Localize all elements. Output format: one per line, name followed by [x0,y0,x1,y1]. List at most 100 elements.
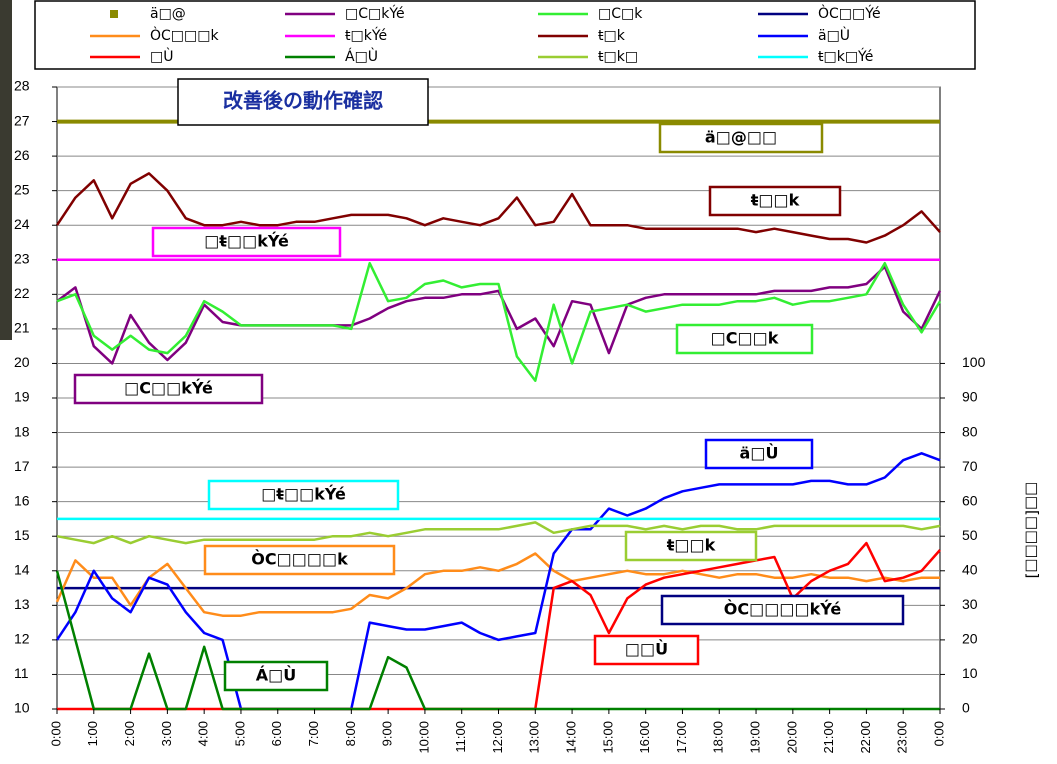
x-tick-label: 2:00 [122,721,137,746]
annotation-text: ŧ□□k [667,536,716,555]
y-tick-label: 20 [14,354,30,370]
y2-tick-label: 70 [962,458,978,474]
x-tick-label: 1:00 [85,721,100,746]
series-line [55,452,941,711]
y-tick-label: 11 [14,665,29,681]
y-tick-label: 26 [14,147,30,163]
y2-tick-label: 0 [962,700,970,716]
legend-label: ÒC□□□k [150,26,219,44]
legend-label: □Ù [150,47,173,65]
y2-tick-label: 30 [962,596,978,612]
x-tick-label: 15:00 [600,721,615,754]
legend-label: ÒC□□Ýé [818,4,881,22]
y-tick-label: 22 [14,285,30,301]
y-tick-label: 24 [14,216,30,232]
axes: 10 11 12 13 14 15 16 17 18 19 20 21 22 23 24 25 26 27 28 0 1… [14,78,986,754]
annotation-box [708,185,842,217]
annotations: ä□@□□ ŧ□□k □ŧ□□kÝé □C□□k □C□□kÝé ä□Ù □ŧ□□kÝé ŧ□… [73,122,905,692]
annotation-text: □□Ù [625,640,668,659]
x-tick-label: 19:00 [747,721,762,754]
x-tick-label: 14:00 [564,721,579,754]
annotation-text: □C□□k [711,329,779,348]
y2-tick-label: 10 [962,665,978,681]
annotation-text: ä□@□□ [705,128,777,147]
y-tick-label: 17 [14,458,30,474]
y2-tick-label: 40 [962,561,978,577]
x-tick-label: 10:00 [416,721,431,754]
series-line [56,521,941,545]
annotation-text: ŧ□□k [751,191,800,210]
series-line [56,265,942,365]
y-tick-label: 27 [14,112,30,128]
legend-label: ŧ□kÝé [345,27,387,44]
annotation-box [223,660,329,692]
annotation-box [624,530,758,562]
annotation-text: Á□Ù [256,666,297,685]
x-tick-label: 8:00 [343,721,358,746]
x-tick-label: 16:00 [637,721,652,754]
x-tick-label: 3:00 [159,721,174,746]
legend-label: ŧ□k [598,28,626,44]
annotation-box [660,594,905,626]
legend-label: □C□kÝé [345,5,405,22]
y2-tick-label: 80 [962,423,978,439]
annotation-box [675,323,814,355]
x-tick-label: 6:00 [269,721,284,746]
legend-marker [110,10,118,18]
annotation-box [73,373,264,405]
annotation-box [207,479,400,511]
x-tick-label: 11:00 [453,721,468,753]
y2-tick-label: 20 [962,631,978,647]
y-tick-label: 21 [14,320,30,336]
annotation-text: ÒC□□□□k [251,550,348,569]
legend-label: ä□@ [150,6,186,22]
title-box [177,78,429,126]
series-line [55,172,941,244]
x-tick-label: 18:00 [711,721,726,754]
y-tick-label: 14 [14,561,30,577]
y-tick-label: 13 [14,596,30,612]
x-tick-label: 0:00 [48,721,63,746]
legend-label: □C□k [598,6,643,22]
y2-tick-label: 60 [962,492,978,508]
annotation-box [151,226,342,258]
y2-tick-label: 50 [962,527,978,543]
annotation-box [658,122,824,154]
x-tick-label: 21:00 [821,721,836,754]
y2-axis-label: □□[□□□□] [1024,482,1042,579]
annotation-text: ÒC□□□□kÝé [724,600,842,619]
annotation-box [593,634,700,666]
y-tick-label: 23 [14,250,30,266]
series-line [56,261,942,382]
x-tick-label: 22:00 [858,721,873,754]
x-tick-label: 9:00 [380,721,395,746]
x-tick-label: 4:00 [196,721,211,746]
background-photo-strip [0,0,12,340]
y-tick-label: 12 [14,631,30,647]
x-tick-label: 13:00 [527,721,542,754]
x-tick-label: 0:00 [931,721,946,746]
annotation-text: □ŧ□□kÝé [261,485,346,504]
y-tick-label: 15 [14,527,30,543]
y-tick-label: 16 [14,492,30,508]
x-tick-label: 17:00 [674,721,689,754]
x-tick-label: 5:00 [232,721,247,746]
annotation-text: □ŧ□□kÝé [204,232,289,251]
annotation-box [203,544,396,576]
annotation-text: ä□Ù [740,444,779,463]
x-tick-label: 7:00 [306,721,321,746]
x-tick-label: 23:00 [895,721,910,754]
legend-label: ä□Ù [818,26,850,44]
y2-tick-label: 90 [962,389,978,405]
y2-tick-label: 100 [962,354,986,370]
y-tick-label: 10 [14,700,30,716]
annotation-box [704,438,814,470]
y-tick-label: 18 [14,423,30,439]
x-tick-label: 20:00 [784,721,799,754]
series-line [55,552,940,617]
y-tick-label: 28 [14,78,30,94]
legend: ä□@ □C□kÝé □C□k ÒC□□Ýé ÒC□□□k ŧ□kÝé ŧ□k ä□Ù □Ù Á□… [90,4,881,65]
chart-title: 改善後の動作確認 [223,89,383,113]
y-tick-label: 19 [14,389,30,405]
